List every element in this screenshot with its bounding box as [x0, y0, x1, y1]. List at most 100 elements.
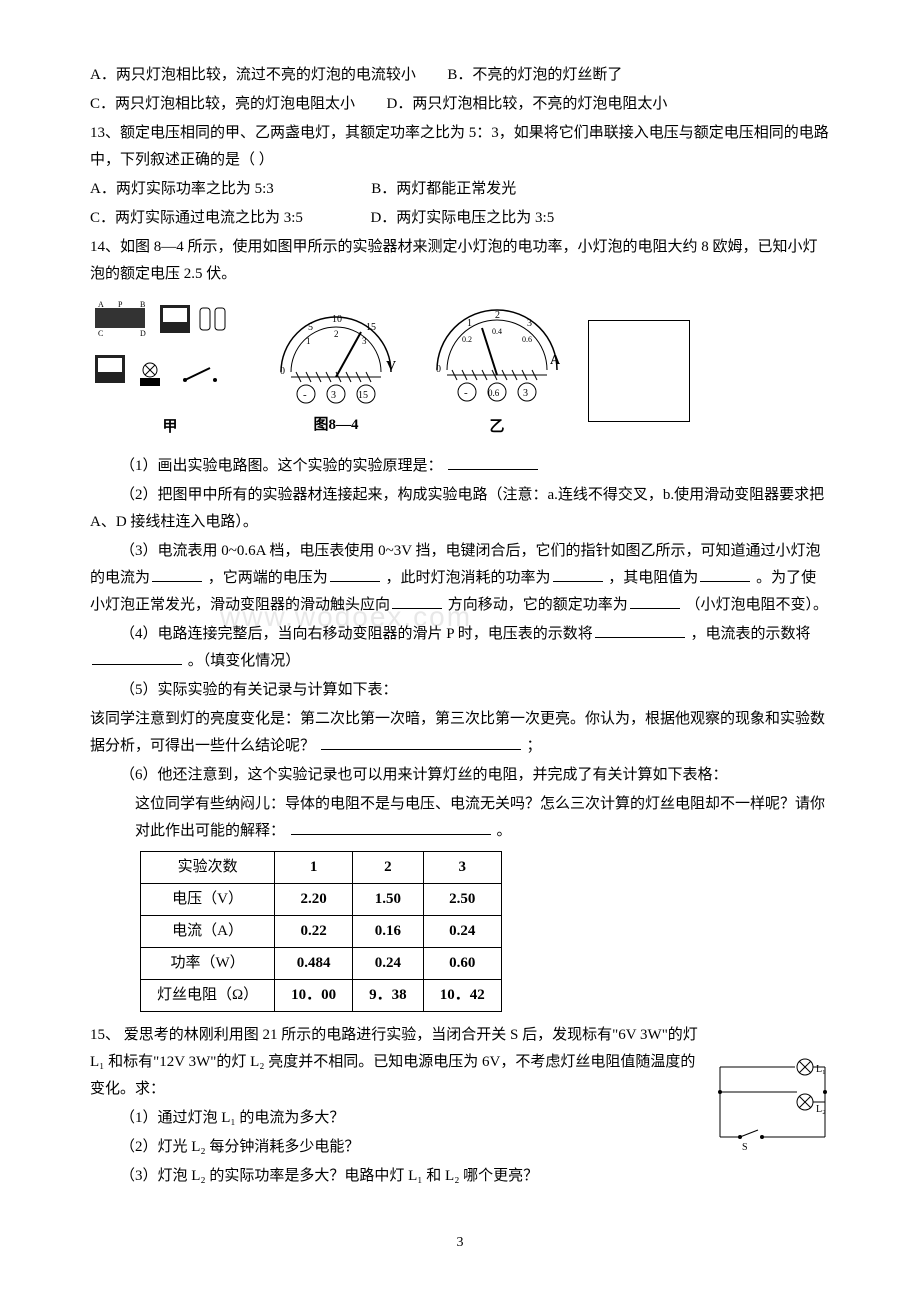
svg-text:P: P — [118, 300, 123, 309]
svg-text:S: S — [742, 1142, 748, 1152]
table-cell: 9．38 — [353, 980, 424, 1012]
fig-caption-group: 0 5 10 15 1 2 3 V - 3 15 图8 — [266, 302, 406, 439]
text: ，电流表的示数将 — [691, 626, 811, 642]
q12-opt-c: C．两只灯泡相比较，亮的灯泡电阻太小 — [90, 96, 355, 112]
svg-text:L₂: L₂ — [816, 1104, 826, 1115]
q14-p3: （3）电流表用 0~0.6A 档，电压表使用 0~3V 挡，电键闭合后，它们的指… — [90, 538, 830, 619]
blank — [330, 566, 380, 582]
q14-p4: （4）电路连接完整后，当向右移动变阻器的滑片 P 时，电压表的示数将 ，电流表的… — [90, 621, 830, 675]
blank — [321, 734, 521, 750]
table-cell: 电流（A） — [141, 916, 275, 948]
q12-opt-d: D．两只灯泡相比较，不亮的灯泡电阻太小 — [387, 96, 668, 112]
table-cell: 10．00 — [275, 980, 353, 1012]
svg-text:2: 2 — [495, 310, 500, 321]
svg-text:0.6: 0.6 — [522, 335, 532, 344]
q13-opt-b: B．两灯都能正常发光 — [371, 181, 516, 197]
blank — [152, 566, 202, 582]
q14-p1: （1）画出实验电路图。这个实验的实验原理是： — [90, 453, 830, 480]
svg-text:0.2: 0.2 — [462, 335, 472, 344]
svg-text:D: D — [140, 329, 146, 338]
q12-opt-a: A．两只灯泡相比较，流过不亮的灯泡的电流较小 — [90, 67, 416, 83]
table-cell: 2.20 — [275, 884, 353, 916]
q14-p1-text: （1）画出实验电路图。这个实验的实验原理是： — [120, 458, 443, 474]
q12-row1: A．两只灯泡相比较，流过不亮的灯泡的电流较小 B．不亮的灯泡的灯丝断了 — [90, 62, 830, 89]
q13-rowAB: A．两灯实际功率之比为 5:3 B．两灯都能正常发光 — [90, 176, 830, 203]
text: ，其电阻值为 — [608, 570, 698, 586]
svg-text:1: 1 — [467, 318, 472, 329]
svg-text:1: 1 — [306, 336, 311, 346]
text: ； — [527, 738, 542, 754]
table-row: 功率（W） 0.484 0.24 0.60 — [141, 948, 502, 980]
table-cell: 10．42 — [423, 980, 501, 1012]
text: （4）电路连接完整后，当向右移动变阻器的滑片 P 时，电压表的示数将 — [120, 626, 593, 642]
q14-p6a: 这位同学有些纳闷儿：导体的电阻不是与电压、电流无关吗？怎么三次计算的灯丝电阻却不… — [90, 791, 830, 845]
experiment-table: 实验次数 1 2 3 电压（V） 2.20 1.50 2.50 电流（A） 0.… — [140, 851, 502, 1012]
q13-opt-c: C．两灯实际通过电流之比为 3:5 — [90, 210, 303, 226]
fig-jia-group: A P B C D — [90, 300, 250, 441]
svg-text:C: C — [98, 329, 103, 338]
q14-p2: （2）把图甲中所有的实验器材连接起来，构成实验电路（注意：a.连线不得交叉，b.… — [90, 482, 830, 536]
table-row: 灯丝电阻（Ω） 10．00 9．38 10．42 — [141, 980, 502, 1012]
fig-caption: 图8—4 — [313, 412, 358, 439]
svg-text:5: 5 — [308, 322, 313, 333]
svg-text:2: 2 — [334, 329, 339, 339]
blank — [553, 566, 603, 582]
q14-p5a: 该同学注意到灯的亮度变化是：第二次比第一次暗，第三次比第一次更亮。你认为，根据他… — [90, 706, 830, 760]
blank — [630, 593, 680, 609]
table-row: 电压（V） 2.20 1.50 2.50 — [141, 884, 502, 916]
q15-p3: （3）灯泡 L₂ 的实际功率是多大？电路中灯 L₁ 和 L₂ 哪个更亮？ — [90, 1163, 830, 1190]
table-cell: 0.16 — [353, 916, 424, 948]
q13-stem: 13、额定电压相同的甲、乙两盏电灯，其额定功率之比为 5：3，如果将它们串联接入… — [90, 120, 830, 174]
table-cell: 1 — [275, 852, 353, 884]
table-cell: 2.50 — [423, 884, 501, 916]
svg-text:3: 3 — [523, 388, 528, 399]
svg-text:15: 15 — [358, 390, 368, 401]
table-cell: 2 — [353, 852, 424, 884]
q12-opt-b: B．不亮的灯泡的灯丝断了 — [447, 67, 622, 83]
text: ，它两端的电压为 — [208, 570, 328, 586]
apparatus-jia-icon: A P B C D — [90, 300, 250, 410]
table-cell: 3 — [423, 852, 501, 884]
table-row: 电流（A） 0.22 0.16 0.24 — [141, 916, 502, 948]
blank — [448, 454, 538, 470]
table-cell: 实验次数 — [141, 852, 275, 884]
text: 。（填变化情况） — [188, 653, 301, 669]
svg-text:0.4: 0.4 — [492, 327, 502, 336]
svg-text:A: A — [550, 353, 561, 368]
q13-rowCD: C．两灯实际通过电流之比为 3:5 D．两灯实际电压之比为 3:5 — [90, 205, 830, 232]
svg-text:B: B — [140, 300, 145, 309]
blank — [92, 649, 182, 665]
figure-8-4: A P B C D — [90, 300, 830, 441]
table-cell: 0.24 — [353, 948, 424, 980]
table-cell: 0.60 — [423, 948, 501, 980]
text: ，此时灯泡消耗的功率为 — [386, 570, 551, 586]
blank — [291, 819, 491, 835]
text: 方向移动，它的额定功率为 — [448, 597, 628, 613]
fig-label-yi: 乙 — [489, 414, 504, 441]
fig-label-jia: 甲 — [162, 414, 177, 441]
page-number: 3 — [90, 1230, 830, 1255]
svg-text:3: 3 — [362, 336, 367, 346]
svg-text:0: 0 — [280, 366, 285, 377]
blank — [700, 566, 750, 582]
svg-text:A: A — [98, 300, 104, 309]
text: 。 — [497, 823, 512, 839]
q14-stem: 14、如图 8—4 所示，使用如图甲所示的实验器材来测定小灯泡的电功率，小灯泡的… — [90, 234, 830, 288]
table-cell: 0.22 — [275, 916, 353, 948]
svg-text:L₁: L₁ — [816, 1064, 826, 1075]
q13-opt-a: A．两灯实际功率之比为 5:3 — [90, 181, 274, 197]
text: （小灯泡电阻不变）。 — [686, 597, 829, 613]
svg-text:-: - — [464, 387, 468, 399]
circuit-sketch-icon: L₁ L₂ S — [710, 1052, 840, 1152]
table-cell: 0.24 — [423, 916, 501, 948]
svg-text:3: 3 — [331, 390, 336, 401]
table-cell: 1.50 — [353, 884, 424, 916]
svg-text:V: V — [386, 359, 396, 374]
svg-text:15: 15 — [366, 322, 376, 333]
voltmeter-dial-icon: 0 5 10 15 1 2 3 V - 3 15 — [266, 302, 406, 412]
svg-text:3: 3 — [527, 318, 532, 329]
table-row: 实验次数 1 2 3 — [141, 852, 502, 884]
q12-row2: C．两只灯泡相比较，亮的灯泡电阻太小 D．两只灯泡相比较，不亮的灯泡电阻太小 — [90, 91, 830, 118]
table-cell: 0.484 — [275, 948, 353, 980]
q13-opt-d: D．两灯实际电压之比为 3:5 — [370, 210, 554, 226]
